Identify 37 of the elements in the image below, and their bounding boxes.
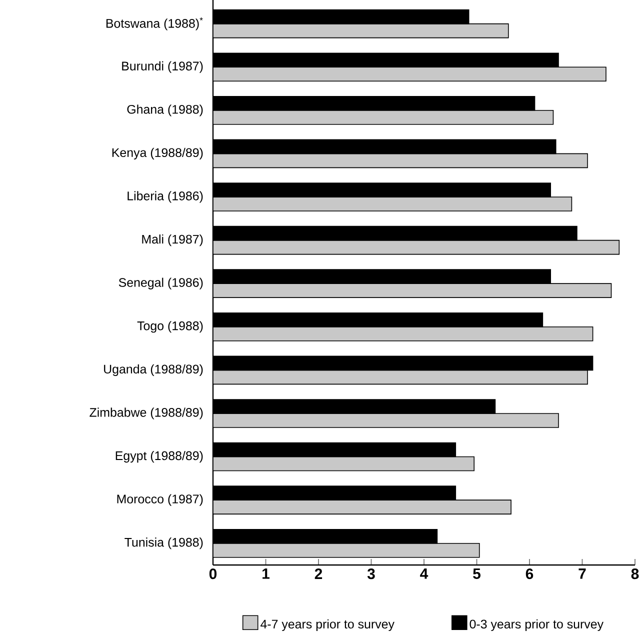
bar	[213, 326, 594, 342]
x-tick-label: 4	[420, 568, 428, 579]
bar	[213, 66, 606, 82]
bar	[213, 153, 588, 168]
y-tick-label: Liberia (1986)	[128, 191, 203, 203]
y-tick-label: Morocco (1987)	[117, 494, 203, 506]
bar	[213, 413, 559, 428]
y-tick-label: Tunisia (1988)	[124, 538, 203, 550]
legend-label: 0-3 years prior to survey	[470, 619, 604, 631]
y-tick-label: Kenya (1988/89)	[112, 148, 203, 160]
bar	[213, 240, 620, 255]
x-tick-label: 7	[578, 568, 586, 579]
x-tick-label: 0	[209, 568, 217, 580]
y-tick-label: Egypt (1988/89)	[116, 450, 203, 463]
y-tick-label: Botswana (1988)$^{*}$	[106, 17, 203, 30]
y-tick-label: Burundi (1987)	[122, 61, 203, 73]
y-tick-label: Zimbabwe (1988/89)	[90, 408, 203, 420]
y-tick-label: Ghana (1988)	[127, 104, 203, 116]
bar	[213, 370, 588, 385]
bar	[213, 23, 509, 38]
legend-label: 4-7 years prior to survey	[260, 619, 394, 631]
x-tick-label: 2	[314, 568, 322, 579]
x-tick-label: 3	[367, 568, 375, 580]
x-tick-label: 8	[631, 568, 639, 580]
x-tick-label: 1	[262, 568, 270, 579]
x-tick-label: 6	[526, 568, 534, 580]
bar	[213, 500, 512, 514]
bar	[213, 542, 480, 558]
bar	[213, 196, 572, 212]
y-tick-label: Togo (1988)	[137, 321, 203, 333]
y-tick-label: Mali (1987)	[142, 234, 203, 246]
bar	[213, 283, 612, 298]
x-tick-label: 5	[473, 568, 480, 579]
y-tick-label: Uganda (1988/89)	[104, 364, 203, 376]
bar	[213, 456, 475, 472]
bar	[213, 110, 554, 125]
y-tick-label: Senegal (1986)	[118, 278, 203, 290]
